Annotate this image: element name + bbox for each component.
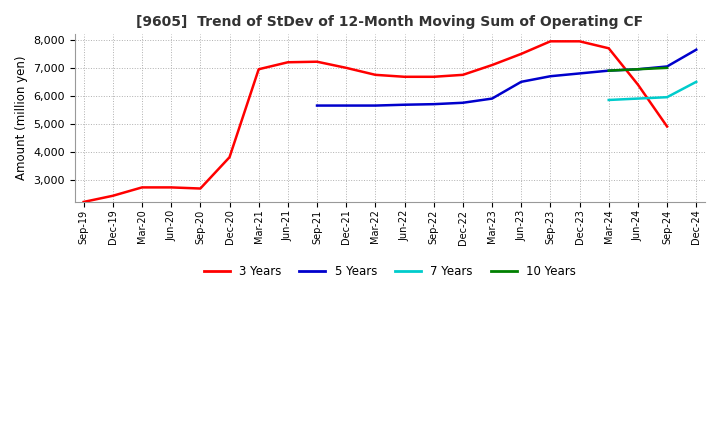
3 Years <box>284 60 292 65</box>
3 Years <box>254 66 263 72</box>
7 Years <box>662 95 671 100</box>
Line: 10 Years: 10 Years <box>608 68 667 71</box>
Y-axis label: Amount (million yen): Amount (million yen) <box>15 56 28 180</box>
5 Years <box>371 103 379 108</box>
3 Years <box>517 51 526 56</box>
5 Years <box>575 71 584 76</box>
3 Years <box>312 59 321 64</box>
3 Years <box>634 82 642 87</box>
3 Years <box>459 72 467 77</box>
3 Years <box>400 74 409 80</box>
3 Years <box>196 186 204 191</box>
Line: 5 Years: 5 Years <box>317 50 696 106</box>
5 Years <box>692 47 701 52</box>
5 Years <box>634 66 642 72</box>
10 Years <box>662 65 671 70</box>
3 Years <box>429 74 438 80</box>
3 Years <box>487 62 496 68</box>
3 Years <box>167 185 176 190</box>
7 Years <box>692 79 701 84</box>
5 Years <box>342 103 351 108</box>
3 Years <box>662 124 671 129</box>
7 Years <box>604 97 613 103</box>
3 Years <box>604 46 613 51</box>
5 Years <box>429 102 438 107</box>
3 Years <box>342 65 351 70</box>
3 Years <box>138 185 146 190</box>
5 Years <box>604 68 613 73</box>
5 Years <box>487 96 496 101</box>
3 Years <box>109 193 117 198</box>
5 Years <box>546 73 554 79</box>
5 Years <box>662 64 671 69</box>
5 Years <box>312 103 321 108</box>
3 Years <box>546 39 554 44</box>
3 Years <box>79 199 88 205</box>
Line: 3 Years: 3 Years <box>84 41 667 202</box>
Title: [9605]  Trend of StDev of 12-Month Moving Sum of Operating CF: [9605] Trend of StDev of 12-Month Moving… <box>136 15 644 29</box>
10 Years <box>634 66 642 72</box>
5 Years <box>459 100 467 106</box>
10 Years <box>604 68 613 73</box>
7 Years <box>634 96 642 101</box>
3 Years <box>575 39 584 44</box>
Legend: 3 Years, 5 Years, 7 Years, 10 Years: 3 Years, 5 Years, 7 Years, 10 Years <box>199 261 580 283</box>
3 Years <box>371 72 379 77</box>
3 Years <box>225 154 234 160</box>
5 Years <box>400 102 409 107</box>
5 Years <box>517 79 526 84</box>
Line: 7 Years: 7 Years <box>608 82 696 100</box>
